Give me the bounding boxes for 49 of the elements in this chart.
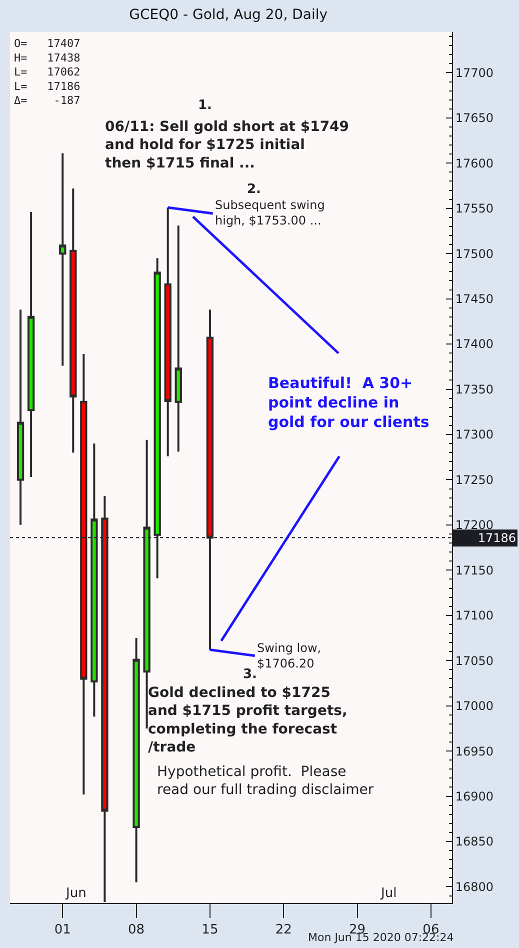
candlestick [27, 210, 35, 478]
y-tick-label: 16900 [455, 789, 494, 804]
y-tick-label: 17550 [455, 202, 494, 216]
y-tick-label: 17450 [455, 292, 494, 306]
y-tick-label: 16950 [455, 744, 494, 758]
x-tick-label: 08 [128, 922, 145, 938]
annotation: Gold declined to $1725 and $1715 profit targets, completing the forecast /trade [148, 685, 348, 756]
annotation: Swing low, $1706.20 [257, 641, 322, 671]
candlestick [132, 636, 140, 884]
annotation: 2. [247, 182, 261, 197]
y-tick-label: 17400 [455, 337, 494, 352]
x-tick-label: 15 [202, 922, 218, 938]
y-tick-label: 17000 [455, 699, 494, 714]
annotation: Hypothetical profit. Please read our full trading disclaimer [157, 764, 374, 798]
y-tick-label: 17700 [455, 66, 494, 80]
annotation: Beautiful! A 30+ point decline in gold for our clients [268, 374, 430, 431]
annotation: 1. [198, 98, 212, 113]
candlestick [59, 152, 66, 367]
y-tick-label: 17100 [455, 608, 494, 623]
y-tick-label: 16800 [455, 880, 494, 894]
x-tick-label: 22 [275, 922, 292, 938]
y-tick-label: 17150 [455, 563, 494, 578]
candlestick [70, 187, 77, 454]
candlestick [164, 206, 172, 458]
candlestick [143, 438, 150, 730]
y-tick-label: 17250 [455, 472, 494, 487]
y-tick-label: 17050 [455, 654, 494, 668]
annotation: Jul [380, 886, 397, 901]
candlestick [154, 257, 161, 580]
candlestick [206, 308, 214, 651]
y-tick-label: 17300 [455, 428, 494, 442]
ref-line-label: 17186 [478, 531, 516, 545]
annotation: 06/11: Sell gold short at $1749 and hold for $1725 initial then $1715 final ... [105, 119, 350, 172]
annotation: Subsequent swing high, $1753.00 ... [215, 198, 325, 228]
y-tick-label: 17500 [455, 246, 494, 261]
candlestick [16, 308, 24, 526]
candlestick [80, 352, 88, 796]
candlestick [90, 442, 98, 718]
y-tick-label: 17600 [455, 156, 494, 170]
annotation: O= 17407 H= 17438 L= 17062 L= 17186 Δ= -187 [14, 37, 80, 108]
annotation: 3. [243, 667, 257, 682]
chart-title: GCEQ0 - Gold, Aug 20, Daily [129, 7, 328, 24]
x-tick-label: 01 [54, 922, 71, 938]
candlestick [174, 224, 182, 453]
annotation: Jun [65, 886, 86, 901]
y-tick-label: 16850 [455, 834, 494, 849]
y-tick-label: 17200 [455, 518, 494, 532]
y-tick-label: 17350 [455, 382, 494, 396]
y-tick-label: 17650 [455, 111, 494, 126]
